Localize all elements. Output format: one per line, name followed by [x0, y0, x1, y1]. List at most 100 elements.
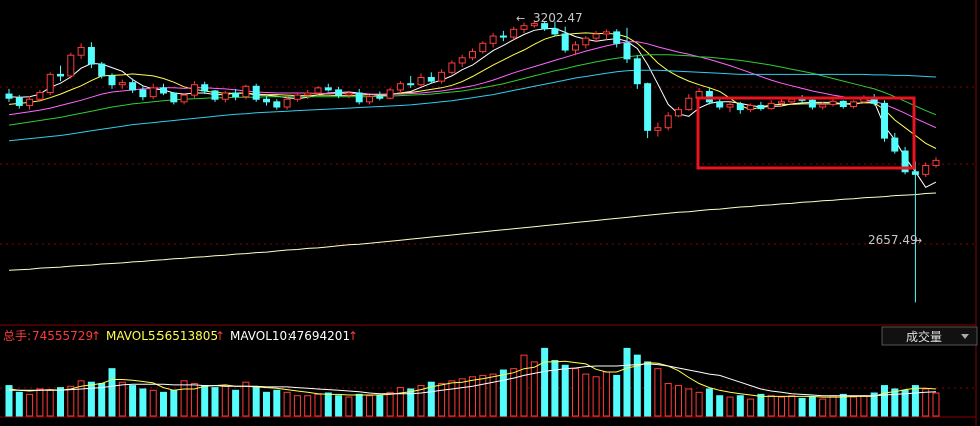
candle-body — [644, 83, 652, 131]
volume-bar — [273, 389, 281, 417]
candle-body — [139, 89, 147, 98]
volume-total-value: 74555729 — [32, 329, 93, 343]
candle — [654, 122, 662, 137]
chevron-down-icon[interactable] — [961, 334, 969, 339]
volume-bar — [417, 385, 425, 417]
volume-bars — [5, 347, 940, 417]
candle — [747, 103, 755, 113]
candle-body — [757, 104, 765, 110]
candle — [726, 101, 734, 113]
candle-body — [911, 171, 919, 175]
candle-body — [149, 87, 157, 98]
candle-body — [77, 46, 85, 56]
candle-body — [448, 62, 456, 73]
volume-bar — [726, 396, 734, 417]
volume-bar — [221, 385, 229, 417]
candle-body — [716, 101, 724, 108]
candle-body — [427, 76, 435, 82]
volume-bar — [87, 381, 95, 417]
volume-bar — [891, 388, 899, 417]
candle — [633, 55, 641, 89]
volume-bar — [716, 395, 724, 417]
candle-body — [778, 101, 785, 104]
candle-body — [891, 137, 899, 152]
candle-body — [829, 100, 837, 105]
candle-body — [499, 35, 507, 38]
candle — [891, 132, 899, 154]
volume-bar — [860, 395, 868, 417]
volume-bar — [839, 393, 847, 417]
candle — [242, 84, 250, 100]
volume-bar — [561, 364, 569, 417]
candle — [190, 81, 198, 99]
candle — [767, 100, 775, 110]
volume-bar — [293, 395, 301, 417]
volume-bar — [345, 396, 353, 417]
candle — [98, 61, 106, 79]
candle — [160, 83, 167, 96]
volume-bar — [582, 373, 590, 417]
candle — [819, 101, 827, 110]
candle — [448, 60, 456, 75]
candle-body — [417, 76, 425, 86]
ma-line-ma60 — [8, 69, 937, 142]
candle-body — [510, 28, 518, 38]
candle-body — [592, 33, 600, 39]
candle — [232, 88, 240, 101]
candle-body — [15, 97, 23, 106]
candle-body — [355, 92, 363, 103]
volume-bar — [252, 387, 260, 417]
candle-body — [221, 92, 229, 100]
volume-average-lines — [8, 360, 937, 398]
candle — [510, 26, 518, 40]
volume-bar — [675, 385, 682, 417]
candle-body — [438, 71, 446, 82]
candle — [366, 95, 373, 105]
candle — [386, 87, 394, 100]
volume-bar — [808, 396, 816, 417]
candle — [273, 99, 281, 110]
candle — [438, 69, 446, 84]
volume-bar — [469, 376, 476, 417]
volume-bar — [767, 395, 775, 417]
indicator-dropdown[interactable]: 成交量 — [881, 326, 978, 346]
candle — [922, 162, 930, 177]
candle-body — [479, 42, 487, 53]
volume-bar — [695, 391, 703, 417]
candle — [355, 88, 363, 105]
volume-bar — [592, 376, 600, 417]
candle — [427, 72, 435, 84]
indicator-dropdown-label[interactable]: 成交量 — [906, 329, 942, 344]
candle-body — [881, 102, 888, 139]
candle — [376, 91, 384, 101]
volume-bar — [747, 398, 755, 417]
volume-bar — [335, 395, 343, 417]
candle-body — [335, 89, 343, 96]
candle — [541, 21, 549, 31]
ma-line-ma30 — [8, 54, 937, 126]
candle-body — [180, 94, 188, 103]
indicator-dropdown-box[interactable] — [881, 326, 978, 346]
volume-total-label: 总手: — [3, 329, 31, 343]
candle — [551, 21, 559, 37]
candle-body — [675, 109, 682, 117]
candle-body — [366, 96, 373, 103]
candle — [716, 99, 724, 110]
candle — [149, 83, 157, 100]
candle-body — [304, 92, 312, 96]
volume-bar — [324, 392, 332, 417]
volume-bar — [283, 391, 291, 417]
candle — [778, 98, 785, 108]
candle-body — [819, 103, 827, 108]
mavol5-arrow: ↑ — [215, 329, 225, 343]
volume-bar — [551, 360, 559, 417]
volume-bar — [118, 381, 126, 417]
low-price-label: 2657.49 — [868, 233, 918, 247]
volume-bar — [407, 388, 415, 417]
volume-bar — [602, 371, 610, 417]
candle — [417, 73, 425, 87]
candle-body — [726, 103, 734, 108]
candle — [304, 89, 312, 100]
